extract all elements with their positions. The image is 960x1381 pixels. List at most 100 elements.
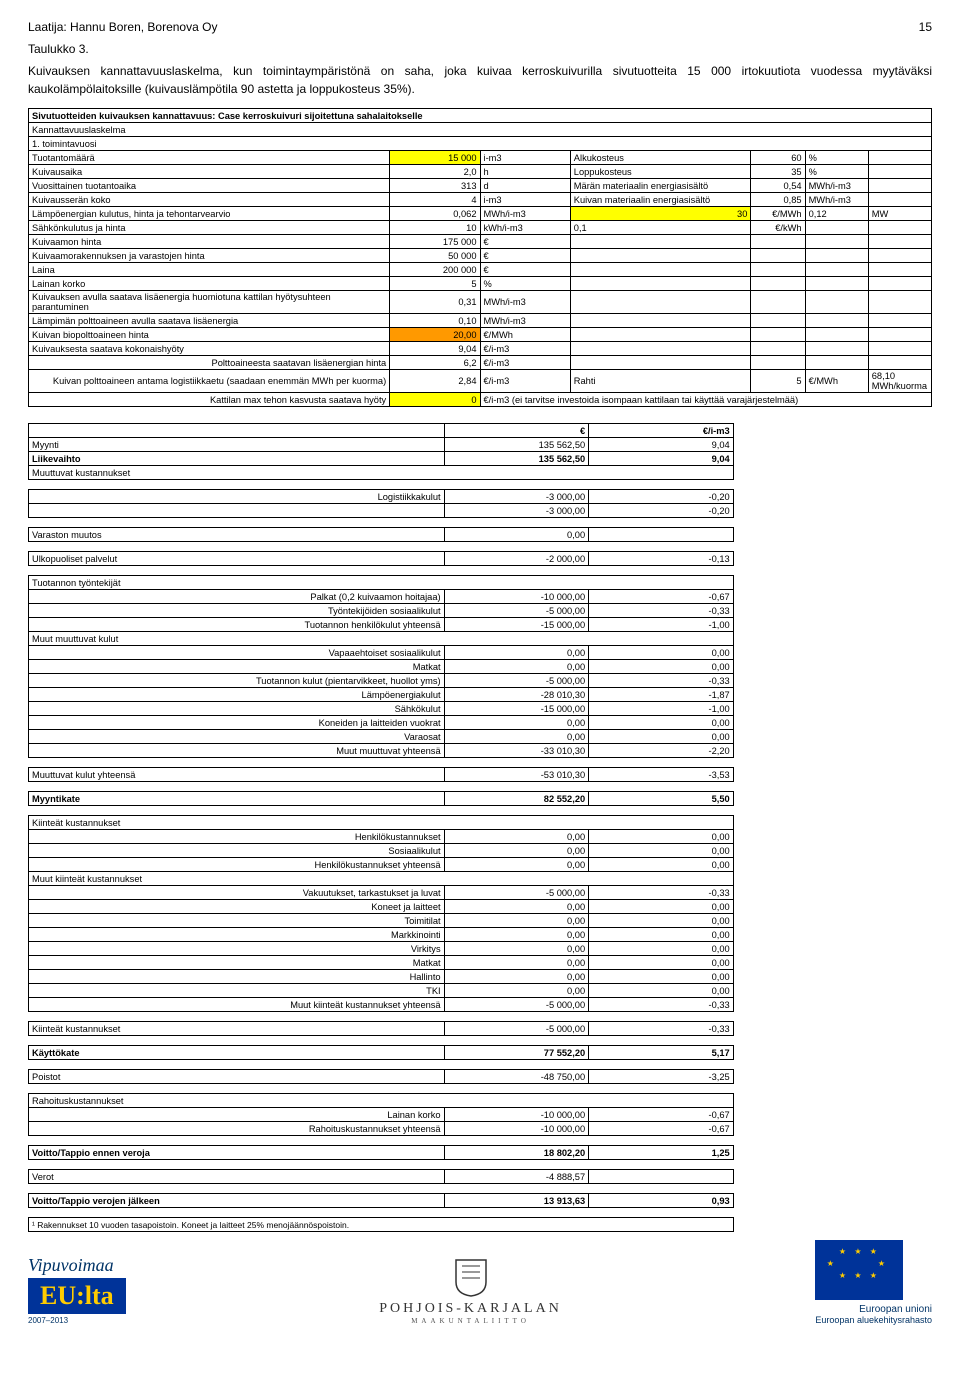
param-extra	[570, 249, 751, 263]
param-extra	[570, 291, 751, 314]
fin-label: Logistiikkakulut	[29, 490, 445, 504]
param-extra	[570, 235, 751, 249]
fin-euro: 0,00	[444, 942, 589, 956]
param-extra-val	[751, 291, 805, 314]
fin-euro: -3 000,00	[444, 490, 589, 504]
param-value: 2,84	[390, 370, 480, 393]
fin-perunit: 0,93	[589, 1194, 734, 1208]
param-unit: €	[480, 263, 570, 277]
fin-label	[29, 504, 445, 518]
fin-perunit: 0,00	[589, 858, 734, 872]
fin-perunit: 0,00	[589, 984, 734, 998]
fin-label: Matkat	[29, 956, 445, 970]
fin-perunit: -0,33	[589, 886, 734, 900]
param-extra: 0,1	[570, 221, 751, 235]
param-extra: Loppukosteus	[570, 165, 751, 179]
param-label: Laina	[29, 263, 390, 277]
param-tail	[868, 193, 931, 207]
param-unit: MWh/i-m3	[480, 207, 570, 221]
param-extra-unit: 0,12	[805, 207, 868, 221]
fin-label: Voitto/Tappio ennen veroja	[29, 1146, 445, 1160]
fin-euro: 0,00	[444, 928, 589, 942]
param-extra	[570, 263, 751, 277]
param-extra	[570, 314, 751, 328]
fin-perunit: 0,00	[589, 830, 734, 844]
fin-perunit: 0,00	[589, 942, 734, 956]
fin-perunit: 0,00	[589, 928, 734, 942]
param-extra-unit: %	[805, 165, 868, 179]
param-value: 0,31	[390, 291, 480, 314]
param-value: 0	[390, 393, 480, 407]
fin-euro: -53 010,30	[444, 768, 589, 782]
param-extra-unit	[805, 356, 868, 370]
param-extra: Rahti	[570, 370, 751, 393]
fin-euro: -10 000,00	[444, 1122, 589, 1136]
fin-euro: 0,00	[444, 956, 589, 970]
sub2: 1. toimintavuosi	[29, 137, 932, 151]
fin-perunit: -0,33	[589, 998, 734, 1012]
pk-shield-icon	[452, 1256, 490, 1298]
fin-euro: -2 000,00	[444, 552, 589, 566]
fin-label: Virkitys	[29, 942, 445, 956]
fin-label: Sosiaalikulut	[29, 844, 445, 858]
param-extra-val	[751, 356, 805, 370]
param-value: 5	[390, 277, 480, 291]
param-extra-val: 5	[751, 370, 805, 393]
fin-label: Matkat	[29, 660, 445, 674]
fin-section: Rahoituskustannukset	[29, 1094, 734, 1108]
param-tail	[868, 342, 931, 356]
fin-label: Lämpöenergiakulut	[29, 688, 445, 702]
fin-label: Koneiden ja laitteiden vuokrat	[29, 716, 445, 730]
fin-perunit: 0,00	[589, 646, 734, 660]
fin-euro: 0,00	[444, 914, 589, 928]
fin-perunit: -0,33	[589, 1022, 734, 1036]
fin-label: Palkat (0,2 kuivaamon hoitajaa)	[29, 590, 445, 604]
param-label: Tuotantomäärä	[29, 151, 390, 165]
param-label: Lämpimän polttoaineen avulla saatava lis…	[29, 314, 390, 328]
fin-perunit: 1,25	[589, 1146, 734, 1160]
fin-euro: 0,00	[444, 660, 589, 674]
param-label: Kuivausserän koko	[29, 193, 390, 207]
fin-euro: 82 552,20	[444, 792, 589, 806]
fin-euro: 13 913,63	[444, 1194, 589, 1208]
param-tail	[868, 263, 931, 277]
fin-euro: -10 000,00	[444, 590, 589, 604]
fin-label: Tuotannon henkilökulut yhteensä	[29, 618, 445, 632]
fin-perunit: -1,87	[589, 688, 734, 702]
eu-flag-icon: ★ ★ ★★ ★★ ★ ★	[815, 1240, 903, 1300]
param-unit: €	[480, 235, 570, 249]
fin-label: TKI	[29, 984, 445, 998]
param-tail	[868, 151, 931, 165]
param-extra-unit: MWh/i-m3	[805, 193, 868, 207]
fin-perunit: 9,04	[589, 438, 734, 452]
fin-perunit: -2,20	[589, 744, 734, 758]
param-value: 4	[390, 193, 480, 207]
fin-perunit	[589, 1170, 734, 1184]
kannattavuus-table: Sivutuotteiden kuivauksen kannattavuus: …	[28, 108, 932, 407]
fin-euro: -4 888,57	[444, 1170, 589, 1184]
fin-perunit: 9,04	[589, 452, 734, 466]
footnote: ¹ Rakennukset 10 vuoden tasapoistoin. Ko…	[29, 1218, 734, 1232]
param-extra	[570, 356, 751, 370]
param-label: Kuivan polttoaineen antama logistiikkaet…	[29, 370, 390, 393]
param-label: Lainan korko	[29, 277, 390, 291]
param-unit: i-m3	[480, 151, 570, 165]
fin-perunit	[589, 528, 734, 542]
fin-label: Lainan korko	[29, 1108, 445, 1122]
fin-label: Kiinteät kustannukset	[29, 1022, 445, 1036]
param-unit: i-m3	[480, 193, 570, 207]
param-extra-unit	[805, 235, 868, 249]
fin-label: Voitto/Tappio verojen jälkeen	[29, 1194, 445, 1208]
param-value: 15 000	[390, 151, 480, 165]
fin-euro: 0,00	[444, 970, 589, 984]
param-label: Vuosittainen tuotantoaika	[29, 179, 390, 193]
fin-euro: -5 000,00	[444, 886, 589, 900]
fin-perunit: -1,00	[589, 618, 734, 632]
page-number: 15	[919, 20, 932, 34]
param-unit: €/MWh	[480, 328, 570, 342]
fin-section: Muuttuvat kustannukset	[29, 466, 734, 480]
param-unit: €/i-m3	[480, 370, 570, 393]
param-value: 20,00	[390, 328, 480, 342]
fin-perunit: 0,00	[589, 900, 734, 914]
param-value: 313	[390, 179, 480, 193]
